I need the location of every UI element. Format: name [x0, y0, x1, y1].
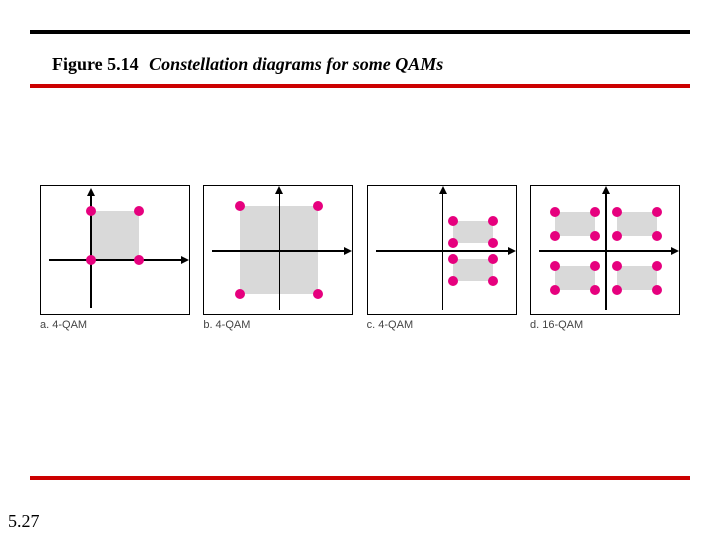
constellation-point — [313, 289, 323, 299]
constellation-point — [652, 285, 662, 295]
constellation-point — [550, 261, 560, 271]
y-axis-arrow — [602, 186, 610, 194]
constellation-point — [612, 285, 622, 295]
x-axis-arrow — [181, 256, 189, 264]
constellation-point — [550, 285, 560, 295]
y-axis — [442, 192, 444, 310]
constellation-panel: a. 4-QAM — [40, 185, 190, 331]
constellation-point — [550, 231, 560, 241]
diagram-panels: a. 4-QAM b. 4-QAM c. 4-QAM d. 16-QAM — [40, 185, 680, 331]
constellation-point — [612, 231, 622, 241]
constellation-box — [367, 185, 517, 315]
constellation-panel: c. 4-QAM — [367, 185, 517, 331]
shaded-region — [453, 259, 493, 281]
shaded-region — [617, 266, 657, 290]
constellation-point — [652, 207, 662, 217]
red-rule-lower — [30, 476, 690, 480]
constellation-point — [652, 231, 662, 241]
x-axis-arrow — [671, 247, 679, 255]
constellation-point — [448, 216, 458, 226]
shaded-region — [453, 221, 493, 243]
constellation-box — [40, 185, 190, 315]
constellation-panel: d. 16-QAM — [530, 185, 680, 331]
constellation-point — [652, 261, 662, 271]
shaded-region — [617, 212, 657, 236]
constellation-point — [488, 276, 498, 286]
y-axis-arrow — [87, 188, 95, 196]
constellation-point — [590, 261, 600, 271]
constellation-point — [612, 261, 622, 271]
constellation-point — [612, 207, 622, 217]
x-axis-arrow — [344, 247, 352, 255]
constellation-point — [590, 231, 600, 241]
constellation-point — [313, 201, 323, 211]
figure-title: Constellation diagrams for some QAMs — [149, 54, 443, 74]
constellation-point — [134, 206, 144, 216]
constellation-point — [488, 238, 498, 248]
constellation-point — [86, 255, 96, 265]
constellation-point — [590, 285, 600, 295]
red-rule-upper — [30, 84, 690, 88]
shaded-region — [555, 212, 595, 236]
shaded-region — [91, 211, 139, 260]
constellation-box — [203, 185, 353, 315]
constellation-point — [86, 206, 96, 216]
y-axis-arrow — [275, 186, 283, 194]
constellation-point — [448, 276, 458, 286]
y-axis — [605, 192, 607, 310]
constellation-point — [134, 255, 144, 265]
constellation-point — [590, 207, 600, 217]
figure-caption: Figure 5.14 Constellation diagrams for s… — [52, 54, 443, 75]
y-axis-arrow — [439, 186, 447, 194]
panel-label: d. 16-QAM — [530, 319, 680, 331]
x-axis — [49, 259, 183, 261]
page-number: 5.27 — [8, 511, 40, 532]
constellation-point — [488, 254, 498, 264]
constellation-point — [550, 207, 560, 217]
constellation-panel: b. 4-QAM — [203, 185, 353, 331]
figure-number: Figure 5.14 — [52, 54, 139, 74]
y-axis — [279, 192, 281, 310]
constellation-box — [530, 185, 680, 315]
constellation-point — [448, 238, 458, 248]
shaded-region — [555, 266, 595, 290]
constellation-point — [448, 254, 458, 264]
top-rule — [30, 30, 690, 34]
x-axis-arrow — [508, 247, 516, 255]
constellation-point — [235, 289, 245, 299]
panel-label: a. 4-QAM — [40, 319, 190, 331]
constellation-point — [488, 216, 498, 226]
panel-label: c. 4-QAM — [367, 319, 517, 331]
constellation-point — [235, 201, 245, 211]
panel-label: b. 4-QAM — [203, 319, 353, 331]
